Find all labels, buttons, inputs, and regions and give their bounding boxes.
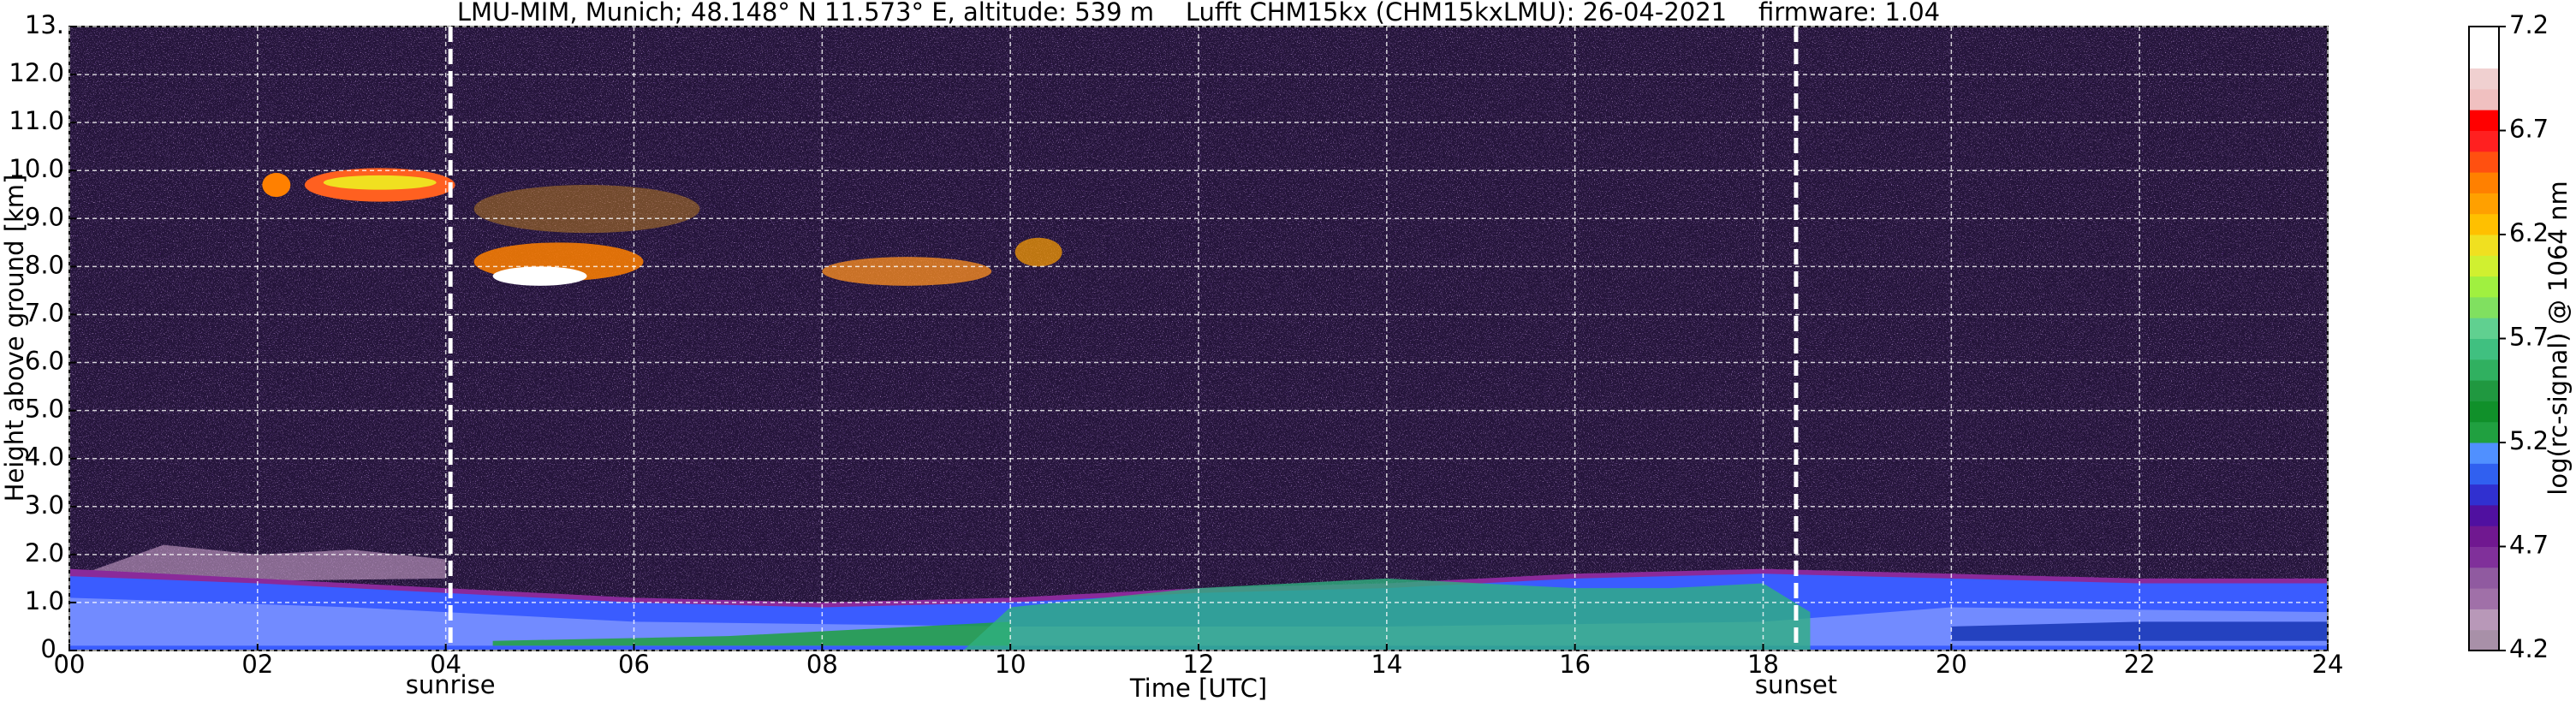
colorbar-segment — [2469, 68, 2499, 90]
colorbar-segment — [2469, 484, 2499, 506]
colorbar-tick-label: 4.7 — [2509, 531, 2549, 560]
colorbar-segment — [2469, 110, 2499, 131]
colorbar-tick-label: 5.7 — [2509, 323, 2549, 352]
x-axis-label: Time [UTC] — [1129, 674, 1267, 703]
colorbar-segment — [2469, 421, 2499, 443]
x-tick-label: 04 — [430, 650, 461, 679]
colorbar-segment — [2469, 47, 2499, 69]
colorbar-segment — [2469, 443, 2499, 464]
y-tick-label: 9.0 — [25, 202, 64, 231]
y-tick-label: 10.0 — [9, 154, 64, 183]
y-axis-label: Height above ground [km] — [0, 175, 29, 502]
x-tick-label: 12 — [1183, 650, 1215, 679]
y-tick-label: 1.0 — [25, 586, 64, 615]
colorbar-segment — [2469, 276, 2499, 298]
x-tick-label: 08 — [806, 650, 838, 679]
y-tick-label: 8.0 — [25, 250, 64, 279]
annotation-label: sunrise — [406, 670, 496, 699]
colorbar-label: log(rc-signal) @ 1064 nm — [2543, 181, 2573, 495]
colorbar-segment — [2469, 172, 2499, 193]
colorbar-segment — [2469, 88, 2499, 110]
y-tick-label: 3.0 — [25, 490, 64, 520]
y-tick-label: 6.0 — [25, 347, 64, 376]
colorbar-segment — [2469, 504, 2499, 526]
y-tick-label: 13. — [25, 10, 64, 39]
colorbar-tick-label: 4.2 — [2509, 634, 2549, 663]
colorbar-segment — [2469, 151, 2499, 173]
colorbar-segment — [2469, 380, 2499, 401]
x-tick-label: 00 — [54, 650, 86, 679]
colorbar-segment — [2469, 193, 2499, 215]
colorbar-segment — [2469, 255, 2499, 277]
colorbar-tick-label: 6.2 — [2509, 218, 2549, 247]
chart-title: LMU-MIM, Munich; 48.148° N 11.573° E, al… — [457, 0, 1940, 27]
colorbar-segment — [2469, 213, 2499, 235]
y-tick-label: 0. — [40, 634, 64, 663]
colorbar-segment — [2469, 359, 2499, 381]
x-tick-label: 22 — [2124, 650, 2156, 679]
annotation-label: sunset — [1755, 670, 1837, 699]
y-tick-label: 4.0 — [25, 443, 64, 472]
colorbar-segment — [2469, 629, 2499, 651]
colorbar-tick-label: 5.2 — [2509, 426, 2549, 455]
colorbar-tick-label: 7.2 — [2509, 10, 2549, 39]
colorbar-segment — [2469, 609, 2499, 631]
x-tick-label: 10 — [995, 650, 1026, 679]
colorbar-segment — [2469, 318, 2499, 339]
y-tick-label: 12.0 — [9, 58, 64, 87]
y-tick-label: 2.0 — [25, 538, 64, 567]
colorbar-segment — [2469, 463, 2499, 485]
x-tick-label: 18 — [1747, 650, 1779, 679]
y-tick-label: 7.0 — [25, 298, 64, 327]
x-tick-label: 14 — [1371, 650, 1402, 679]
colorbar-segment — [2469, 235, 2499, 256]
x-tick-label: 20 — [1936, 650, 1967, 679]
colorbar-segment — [2469, 567, 2499, 589]
x-tick-label: 02 — [241, 650, 273, 679]
y-tick-label: 5.0 — [25, 395, 64, 424]
colorbar-segment — [2469, 296, 2499, 318]
colorbar-segment — [2469, 130, 2499, 152]
colorbar-segment — [2469, 588, 2499, 609]
colorbar-segment — [2469, 401, 2499, 423]
colorbar-segment — [2469, 526, 2499, 547]
x-tick-label: 06 — [618, 650, 650, 679]
y-tick-label: 11.0 — [9, 106, 64, 135]
x-tick-label: 16 — [1559, 650, 1591, 679]
colorbar-segment — [2469, 27, 2499, 48]
colorbar-segment — [2469, 338, 2499, 360]
colorbar-tick-label: 6.7 — [2509, 115, 2549, 144]
x-tick-label: 24 — [2312, 650, 2344, 679]
colorbar-segment — [2469, 546, 2499, 568]
